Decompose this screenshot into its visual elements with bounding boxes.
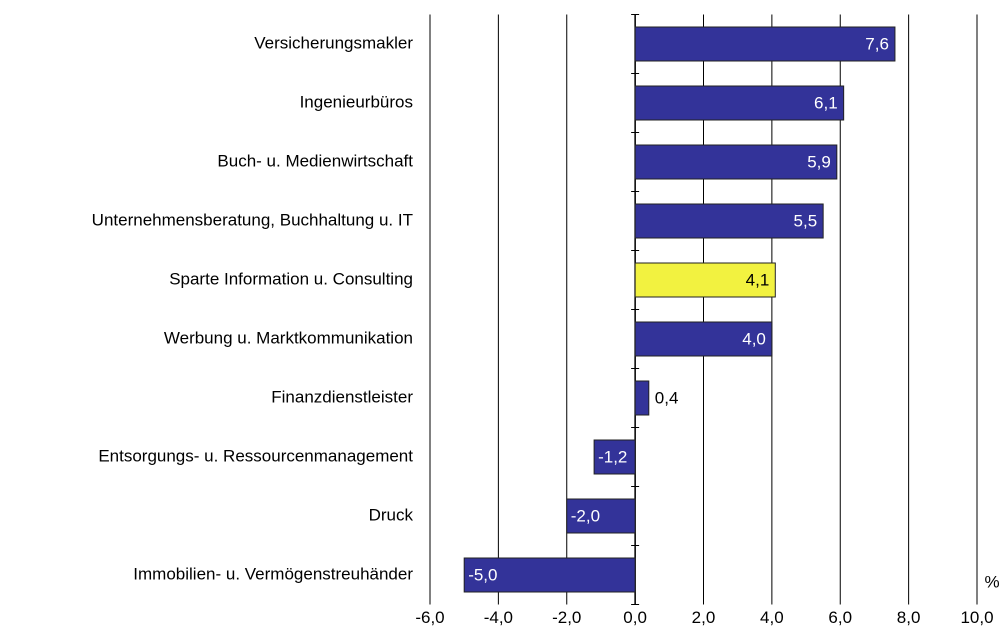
bar [566, 498, 636, 534]
y-tick-label: Immobilien- u. Vermögenstreuhänder [133, 564, 413, 583]
data-label: 5,9 [807, 152, 831, 171]
bar [634, 26, 896, 62]
data-label: -2,0 [571, 506, 600, 525]
data-label: 7,6 [865, 34, 889, 53]
data-label: -5,0 [468, 565, 497, 584]
x-tick-label: 0,0 [623, 608, 647, 627]
x-tick-label: 8,0 [897, 608, 921, 627]
bar [593, 439, 636, 475]
y-tick-label: Buch- u. Medienwirtschaft [217, 151, 413, 170]
data-label: 4,1 [746, 270, 770, 289]
bar [634, 144, 838, 180]
x-tick-label: 10,0 [960, 608, 993, 627]
data-label: 6,1 [814, 93, 838, 112]
bar [634, 380, 650, 416]
x-tick-label: -2,0 [552, 608, 581, 627]
y-tick-label: Finanzdienstleister [271, 387, 413, 406]
x-tick-label: 4,0 [760, 608, 784, 627]
y-tick-label: Ingenieurbüros [300, 92, 413, 111]
data-label: -1,2 [598, 447, 627, 466]
bar [463, 557, 636, 593]
x-unit: % [984, 572, 999, 591]
y-tick-label: Sparte Information u. Consulting [169, 269, 413, 288]
x-tick-label: -4,0 [484, 608, 513, 627]
y-tick-label: Versicherungsmakler [254, 33, 413, 52]
bar [634, 262, 776, 298]
data-label: 0,4 [655, 388, 679, 407]
y-tick-label: Unternehmensberatung, Buchhaltung u. IT [92, 210, 413, 229]
x-tick-label: -6,0 [415, 608, 444, 627]
data-label: 5,5 [794, 211, 818, 230]
x-tick-label: 2,0 [692, 608, 716, 627]
x-tick-label: 6,0 [828, 608, 852, 627]
bar [634, 85, 845, 121]
bar [634, 321, 773, 357]
bar [634, 203, 824, 239]
y-tick-label: Entsorgungs- u. Ressourcenmanagement [98, 446, 413, 465]
data-label: 4,0 [742, 329, 766, 348]
y-tick-label: Druck [369, 505, 414, 524]
y-tick-label: Werbung u. Marktkommunikation [164, 328, 413, 347]
